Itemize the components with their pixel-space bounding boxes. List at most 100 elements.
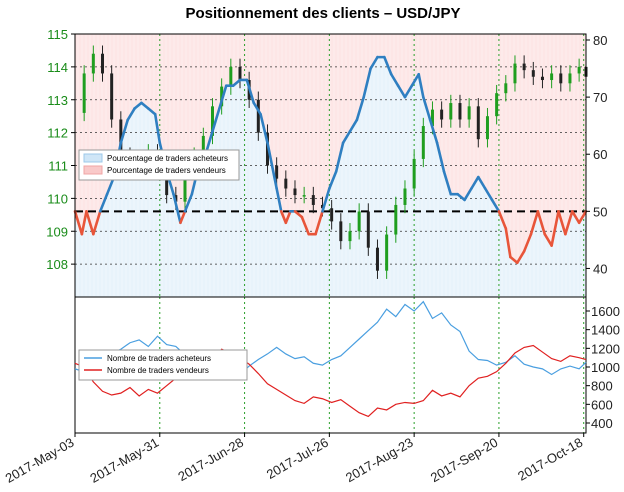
pct-buyers-segment [355,95,366,122]
pct-buyers-segment [369,55,379,70]
candle-body [458,103,462,120]
pct-buyers-segment [504,227,512,259]
pct-buyers-segment [483,187,494,202]
candle-body [467,106,471,120]
pct-buyers-segment [403,84,414,99]
candle-body [513,63,517,84]
pct-buyers-segment [85,210,95,236]
candle-body [302,195,306,197]
pct-buyers-segment [396,84,407,99]
legend-swatch [83,153,103,163]
pct-buyers-segment [490,198,501,213]
pct-buyers-segment [529,210,540,236]
right-tick-label: 70 [593,90,607,105]
right-tick-label: 600 [591,397,613,412]
right-tick-label: 50 [593,204,607,219]
candle-body [100,53,104,74]
pct-buyers-segment [334,141,345,173]
chart-title: Positionnement des clients – USD/JPY [185,5,460,22]
pct-buyers-segment [410,72,421,87]
candle-body [210,106,214,136]
pct-buyers-segment [477,175,487,190]
candle-body [91,53,95,74]
candle-body [485,116,489,140]
pct-buyers-segment [543,232,553,247]
pct-buyers-segment [98,192,109,213]
candle-body [320,204,324,209]
pct-buyers-segment [147,107,157,116]
right-tick-label: 40 [593,261,607,276]
candle-body [330,208,334,222]
pct-buyers-segment [389,72,400,87]
pct-buyers-segment [442,170,453,196]
legend-label: Pourcentage de traders acheteurs [107,154,228,163]
pct-buyers-segment [300,215,311,236]
candle-body [531,70,535,77]
candle-body [550,73,554,81]
x-tick-label: 2017-Aug-23 [343,435,416,486]
left-tick-label: 112 [47,126,68,141]
pct-buyers-segment [328,170,338,190]
x-tick-label: 2017-Jun-28 [175,435,246,484]
right-tick-label: 400 [591,416,613,431]
candle-body [366,211,370,248]
pct-buyers-segment [126,107,136,122]
left-tick-label: 111 [48,159,68,174]
pct-buyers-segment [140,101,150,110]
candle-body [568,73,572,84]
candle-body [119,119,123,156]
pct-buyers-segment [422,95,432,122]
bottom-legend: Nombre de traders acheteurs Nombre de tra… [78,349,248,381]
pct-buyers-segment [470,175,480,190]
pct-buyers-segment [259,112,269,145]
bottom-frame [74,296,587,434]
legend-box [78,149,240,181]
candle-body [183,168,187,202]
pct-buyers-segment [435,141,446,173]
pct-buyers-segment [515,250,526,265]
sellers-area [75,34,586,263]
pct-buyers-segment [279,210,288,225]
buyers-area [75,57,586,298]
pct-buyers-segment [577,210,588,225]
pct-buyers-segment [557,210,567,236]
legend-label: Pourcentage de traders vendeurs [107,166,226,175]
candle-body [165,168,169,196]
pct-buyers-segment [133,101,143,110]
candle-body [476,106,480,140]
pct-buyers-segment [231,78,242,87]
pct-buyers-segment [92,210,102,236]
candle-body [577,66,581,74]
right-tick-label: 800 [591,379,613,394]
legend-label: Nombre de traders acheteurs [107,354,211,363]
buyers-count-line [74,300,587,378]
pct-buyers-segment [348,118,359,133]
top-legend: Pourcentage de traders acheteurs Pourcent… [78,149,240,181]
pct-buyers-segment [119,118,130,145]
pct-buyers-segment [172,192,182,225]
pct-buyers-segment [270,164,278,190]
left-tick-label: 113 [47,93,68,108]
right-tick-label: 1600 [591,304,620,319]
pct-buyers-segment [383,55,393,76]
x-tick-label: 2017-Sep-20 [428,435,501,486]
pct-buyers-segment [245,78,256,105]
candle-body [412,158,416,189]
candle-body [357,211,361,232]
left-tick-label: 114 [47,60,68,75]
pct-buyers-segment [550,210,560,247]
x-tick-label: 2017-Jul-26 [264,435,331,482]
candle-body [449,103,453,120]
left-tick-label: 115 [47,27,68,42]
left-tick-label: 110 [47,191,68,206]
pct-buyers-segment [456,192,466,202]
pct-buyers-segment [428,118,439,145]
candle-body [82,73,86,113]
pct-buyers-segment [564,210,574,236]
legend-label: Nombre de traders vendeurs [107,366,209,375]
x-tick-label: 2017-Oct-18 [515,435,585,484]
candle-body [403,188,407,205]
pct-buyers-segment [218,84,228,110]
pct-buyers-segment [522,232,533,253]
